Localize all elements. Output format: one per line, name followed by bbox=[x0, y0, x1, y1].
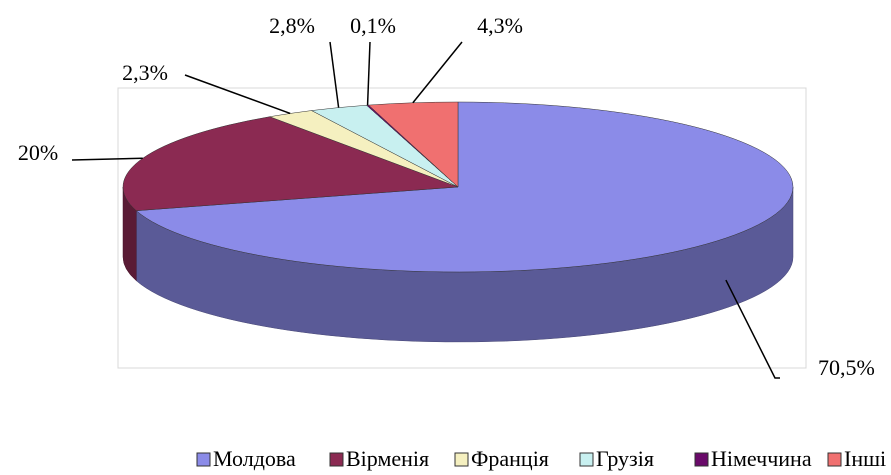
legend-label: Молдова bbox=[213, 446, 296, 471]
leader-line bbox=[71, 157, 143, 161]
legend-label: Грузія bbox=[596, 446, 654, 471]
legend-label: Вірменія bbox=[346, 446, 429, 471]
legend-swatch bbox=[579, 452, 594, 467]
data-label: 2,3% bbox=[122, 60, 168, 85]
leader-line bbox=[184, 74, 291, 115]
data-label: 70,5% bbox=[818, 355, 875, 380]
legend-label: Німеччина bbox=[711, 446, 812, 471]
data-label: 4,3% bbox=[477, 13, 523, 38]
legend-swatch bbox=[454, 452, 469, 467]
data-label: 20% bbox=[18, 140, 58, 165]
legend-swatch bbox=[329, 452, 344, 467]
data-label: 2,8% bbox=[269, 13, 315, 38]
plot-frame bbox=[117, 87, 807, 369]
leader-line bbox=[366, 41, 371, 106]
slice bbox=[135, 101, 794, 273]
legend-label: Франція bbox=[471, 446, 549, 471]
legend-swatch bbox=[196, 452, 211, 467]
legend-label: Інші bbox=[844, 446, 886, 471]
data-label: 0,1% bbox=[350, 13, 396, 38]
leader-line bbox=[725, 279, 780, 379]
legend-swatch bbox=[827, 452, 842, 467]
slice bbox=[122, 116, 459, 211]
leader-line bbox=[412, 41, 463, 104]
legend-swatch bbox=[694, 452, 709, 467]
leader-line bbox=[329, 41, 340, 108]
